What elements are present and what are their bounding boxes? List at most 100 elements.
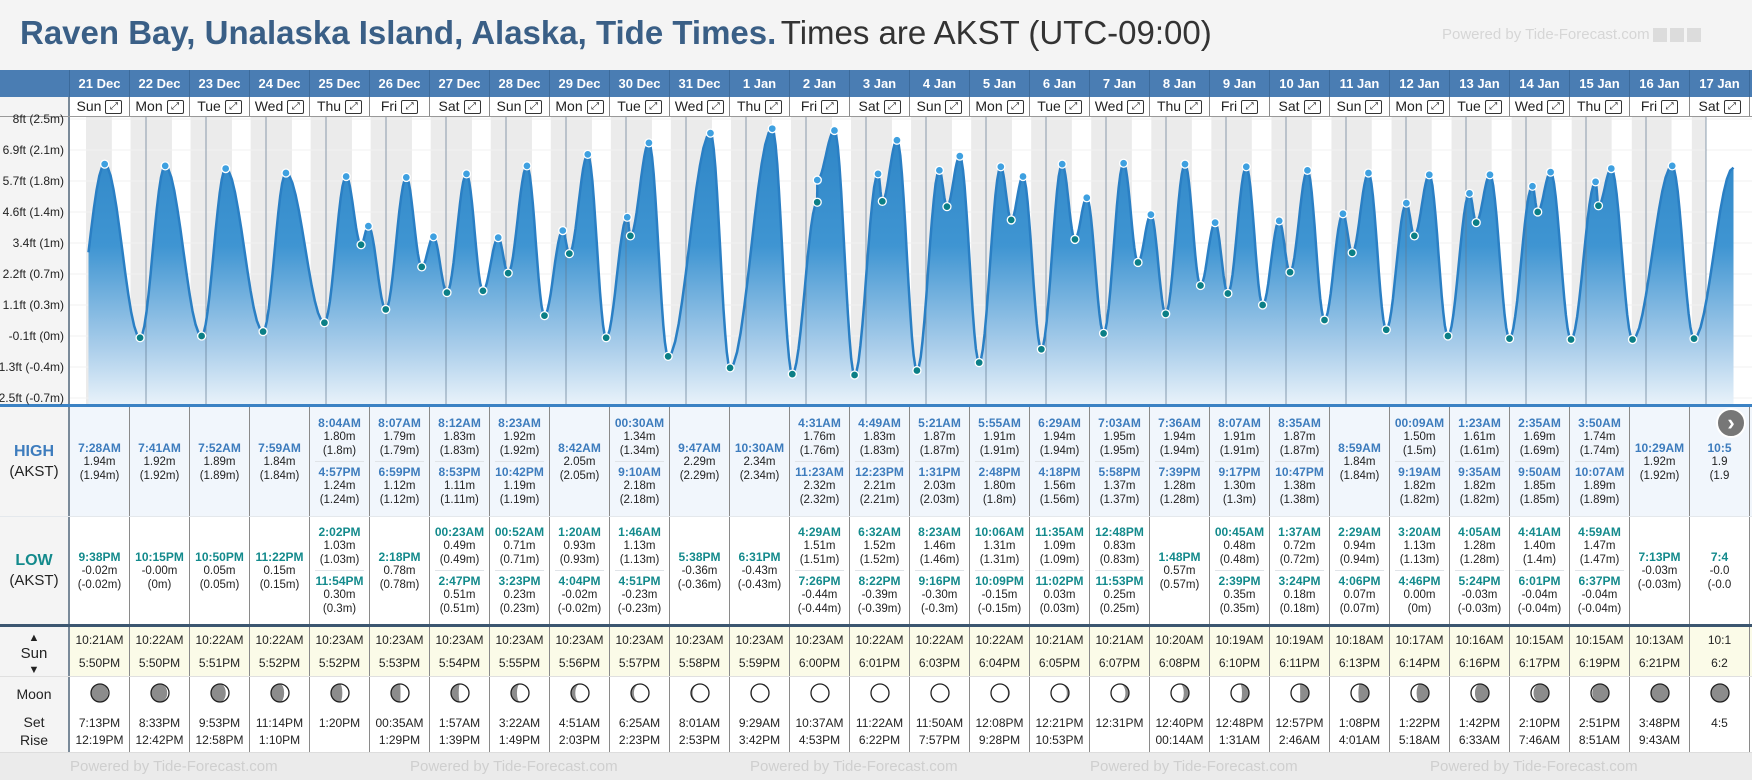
sunrise-time: 10:17AM xyxy=(1395,633,1444,647)
expand-day-icon[interactable]: ⤢ xyxy=(1605,99,1623,114)
moonset-time: 1:08PM xyxy=(1338,716,1381,730)
sunrise-time: 10:22AM xyxy=(855,633,904,647)
sunset-time: 5:50PM xyxy=(138,656,181,670)
low-tide-time: 8:22PM xyxy=(858,574,901,588)
expand-day-icon[interactable]: ⤢ xyxy=(345,99,363,114)
moon-cell: 4:5 xyxy=(1690,677,1750,752)
low-tide-height: 1.13m xyxy=(1403,540,1436,552)
high-tide-height: 1.38m xyxy=(1283,480,1316,492)
day-header: Sun ⤢ xyxy=(1330,97,1390,116)
expand-day-icon[interactable]: ⤢ xyxy=(1723,99,1741,114)
high-tide-marker xyxy=(1018,171,1028,182)
low-tide-event: 4:29AM 1.51m (1.51m) xyxy=(790,522,849,570)
high-tide-time: 00:30AM xyxy=(614,416,665,430)
weekday: Sat xyxy=(1278,98,1300,114)
high-tide-height-metric: (2.18m) xyxy=(619,494,660,506)
high-tide-event: 7:03AM 1.95m (1.95m) xyxy=(1090,413,1149,461)
expand-day-icon[interactable]: ⤢ xyxy=(525,99,543,114)
expand-day-icon[interactable]: ⤢ xyxy=(1185,99,1203,114)
expand-day-icon[interactable]: ⤢ xyxy=(1426,99,1444,114)
high-tide-event: 1:31PM 2.03m (2.03m) xyxy=(915,461,964,510)
expand-day-icon[interactable]: ⤢ xyxy=(1006,99,1024,114)
moon-cell: 1:22PM 5:18AM xyxy=(1390,677,1450,752)
low-tide-event: 00:52AM 0.71m (0.71m) xyxy=(490,522,549,570)
expand-day-icon[interactable]: ⤢ xyxy=(401,99,419,114)
sun-cell: 10:23AM 5:52PM xyxy=(310,627,370,676)
date-header: 15 Jan xyxy=(1570,70,1630,97)
sunrise-time: 10:19AM xyxy=(1275,633,1324,647)
low-tide-marker xyxy=(1036,344,1047,354)
low-tide-height: 0.15m xyxy=(263,564,296,577)
high-tide-height-metric: (1.37m) xyxy=(1099,494,1140,506)
day-header: Sat ⤢ xyxy=(430,97,490,116)
moonrise-heading: Rise xyxy=(19,732,48,748)
high-timezone: (AKST) xyxy=(9,462,59,480)
moonrise-time: 2:53PM xyxy=(678,733,721,747)
moonset-time: 12:08PM xyxy=(975,716,1024,730)
low-tide-time: 6:32AM xyxy=(858,525,901,539)
low-tide-height: 1.52m xyxy=(863,540,896,552)
expand-day-icon[interactable]: ⤢ xyxy=(586,99,604,114)
moon-phase-icon xyxy=(1229,683,1250,703)
date-header: 3 Jan xyxy=(850,70,910,97)
low-tide-event: 1:46AM 1.13m (1.13m) xyxy=(610,522,669,570)
expand-day-icon[interactable]: ⤢ xyxy=(945,99,963,114)
expand-day-icon[interactable]: ⤢ xyxy=(707,99,725,114)
low-tide-time: 7:4 xyxy=(1710,549,1729,564)
high-tide-time: 3:50AM xyxy=(1578,416,1621,430)
expand-day-icon[interactable]: ⤢ xyxy=(1547,99,1565,114)
weekday: Sun xyxy=(1336,98,1362,114)
expand-day-icon[interactable]: ⤢ xyxy=(287,99,305,114)
moonrise-time: 12:58PM xyxy=(195,733,244,747)
day-header: Mon ⤢ xyxy=(550,97,610,116)
expand-day-icon[interactable]: ⤢ xyxy=(224,99,242,114)
expand-day-icon[interactable]: ⤢ xyxy=(105,99,123,114)
moonrise-time: 12:19PM xyxy=(75,733,124,747)
low-tide-cell: 12:48PM 0.83m (0.83m) 11:53PM 0.25m (0.25m) xyxy=(1090,517,1150,624)
day-header: Sat ⤢ xyxy=(1690,97,1750,116)
expand-day-icon[interactable]: ⤢ xyxy=(1484,99,1502,114)
moonrise-time: 7:46AM xyxy=(1518,733,1561,747)
high-tide-event: 8:04AM 1.80m (1.8m) xyxy=(310,413,369,461)
low-tide-time: 2:29AM xyxy=(1338,525,1381,539)
high-tide-height: 2.03m xyxy=(923,480,956,492)
weekday: Mon xyxy=(555,98,583,114)
expand-day-icon[interactable]: ⤢ xyxy=(1127,99,1145,114)
expand-day-icon[interactable]: ⤢ xyxy=(463,99,481,114)
expand-day-icon[interactable]: ⤢ xyxy=(166,99,184,114)
date-header: 2 Jan xyxy=(790,70,850,97)
expand-day-icon[interactable]: ⤢ xyxy=(821,99,839,114)
y-axis-label: 5.7ft (1.8m) xyxy=(2,174,64,188)
sunset-time: 6:16PM xyxy=(1458,656,1501,670)
sunset-time: 6:01PM xyxy=(858,656,901,670)
date-row: 21 Dec 22 Dec 23 Dec 24 Dec 25 Dec 26 Dec 27 D… xyxy=(0,70,1752,97)
high-tide-marker xyxy=(1146,209,1156,220)
expand-day-icon[interactable]: ⤢ xyxy=(765,99,783,114)
low-tide-event: 4:05AM 1.28m (1.28m) xyxy=(1450,522,1509,570)
low-tide-cell: 1:37AM 0.72m (0.72m) 3:24PM 0.18m (0.18m) xyxy=(1270,517,1330,624)
high-tide-height: 1.85m xyxy=(1523,480,1556,492)
high-tide-cell: 6:29AM 1.94m (1.94m) 4:18PM 1.56m (1.56m) xyxy=(1030,407,1090,516)
moon-phase-icon xyxy=(809,683,830,703)
expand-day-icon[interactable]: ⤢ xyxy=(1241,99,1259,114)
expand-day-icon[interactable]: ⤢ xyxy=(1064,99,1082,114)
expand-day-icon[interactable]: ⤢ xyxy=(1303,99,1321,114)
expand-day-icon[interactable]: ⤢ xyxy=(1365,99,1383,114)
high-tide-height-metric: (1.82m) xyxy=(1399,494,1440,506)
expand-day-icon[interactable]: ⤢ xyxy=(644,99,662,114)
next-days-button[interactable]: › xyxy=(1716,408,1746,438)
low-tide-cell: 2:02PM 1.03m (1.03m) 11:54PM 0.30m (0.3m) xyxy=(310,517,370,624)
high-tide-height: 1.34m xyxy=(623,431,656,443)
high-tide-time: 2:35AM xyxy=(1518,416,1561,430)
low-tide-height-metric: (1.13m) xyxy=(619,554,660,566)
low-tide-height-metric: (1.51m) xyxy=(799,554,840,566)
date-header: 22 Dec xyxy=(130,70,190,97)
low-tide-marker xyxy=(381,304,391,315)
footer-powered-by: Powered by Tide-Forecast.com xyxy=(750,758,958,775)
low-tide-event: 2:29AM 0.94m (0.94m) xyxy=(1330,522,1389,570)
high-tide-time: 10:29AM xyxy=(1634,440,1685,455)
powered-by-link[interactable]: Powered by Tide-Forecast.com xyxy=(1442,26,1701,43)
low-tide-time: 10:15PM xyxy=(135,549,184,564)
expand-day-icon[interactable]: ⤢ xyxy=(1661,99,1679,114)
expand-day-icon[interactable]: ⤢ xyxy=(883,99,901,114)
